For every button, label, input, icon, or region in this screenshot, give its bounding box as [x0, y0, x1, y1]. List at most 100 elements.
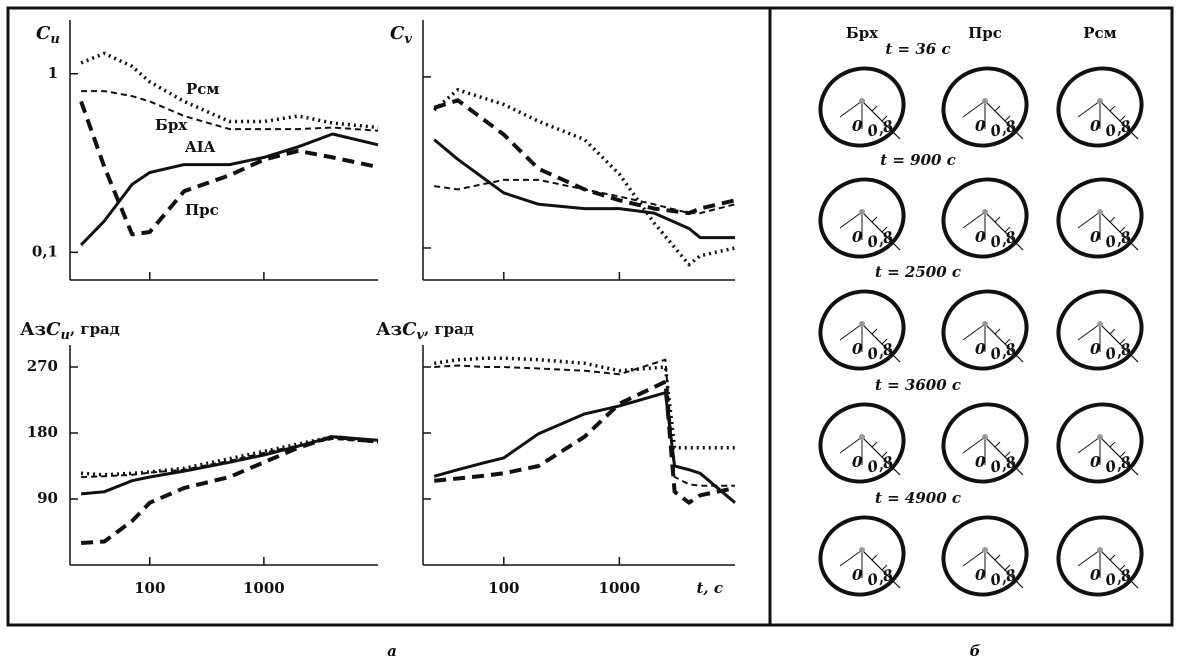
axis — [962, 323, 986, 341]
origin — [859, 209, 865, 215]
title-part: C — [46, 319, 61, 340]
title-part: C — [36, 23, 51, 44]
frame — [6, 6, 1174, 627]
axis-tick — [1004, 451, 1011, 458]
time-label: t = 3600 с — [875, 376, 961, 394]
axis-tick — [1004, 115, 1011, 122]
hodograph: 0 0,8 — [818, 177, 906, 259]
axis-tick — [1004, 564, 1011, 571]
axis-tick — [994, 105, 1001, 112]
ellipse — [818, 289, 906, 371]
axis-tick — [1109, 216, 1116, 223]
time-label: t = 36 с — [885, 40, 950, 58]
axis — [1077, 323, 1101, 341]
series-label: Прс — [185, 201, 219, 219]
hodograph: 0 0,8 — [1056, 66, 1144, 148]
axis-tick — [1129, 461, 1136, 468]
column-label: Брх — [846, 24, 879, 42]
x-tick-label: 100 — [134, 579, 165, 597]
axis-tick — [891, 574, 898, 581]
axis — [984, 211, 1024, 251]
ellipse — [1056, 66, 1144, 148]
caption: б — [970, 642, 981, 660]
axis-label: 0 — [852, 228, 863, 246]
axis — [839, 549, 863, 567]
axis-label: 0 — [852, 117, 863, 135]
hodograph: 0 0,8 — [1056, 515, 1144, 597]
axis — [861, 323, 901, 363]
axis-tick — [1004, 338, 1011, 345]
origin — [859, 434, 865, 440]
axis-label: 0,8 — [1103, 452, 1133, 476]
axis-tick — [994, 328, 1001, 335]
chart: Cu 1 0,1 AIA Рсм Брх Прс — [32, 20, 379, 281]
chart: АзCv, град 100 1000 t, с — [376, 319, 736, 597]
series-line — [433, 391, 736, 504]
axis — [962, 211, 986, 229]
series-line — [80, 434, 379, 545]
chart-title: Cv — [390, 23, 412, 47]
title-part: Аз — [20, 319, 46, 340]
ellipse — [941, 402, 1029, 484]
axis — [984, 100, 1024, 140]
axis-label: 0,8 — [1103, 339, 1133, 363]
x-tick-label: 1000 — [599, 579, 641, 597]
chart: Cv — [390, 20, 736, 281]
ellipse — [1056, 289, 1144, 371]
origin — [982, 434, 988, 440]
axis-tick — [1014, 348, 1021, 355]
axis-tick — [871, 105, 878, 112]
series-line — [433, 88, 736, 267]
axis-label: 0,8 — [1103, 227, 1133, 251]
series-line — [81, 437, 379, 478]
axis-tick — [881, 451, 888, 458]
hodograph: 0 0,8 — [941, 177, 1029, 259]
y-tick-label: 1 — [48, 64, 58, 82]
series-line — [80, 51, 379, 130]
title-part: C — [402, 319, 417, 340]
series-label: AIA — [184, 138, 216, 156]
axis — [839, 211, 863, 229]
axis — [984, 549, 1024, 589]
hodograph: 0 0,8 — [941, 402, 1029, 484]
hodograph: 0 0,8 — [941, 515, 1029, 597]
ellipse — [1056, 177, 1144, 259]
x-tick-label: 1000 — [243, 579, 285, 597]
axis-tick — [1109, 105, 1116, 112]
axis-tick — [881, 564, 888, 571]
axis-label: 0,8 — [988, 565, 1018, 589]
axis-tick — [871, 554, 878, 561]
origin — [982, 321, 988, 327]
title-part: u — [60, 328, 69, 343]
title-part: , град — [424, 320, 474, 338]
axis-label: 0 — [852, 340, 863, 358]
ellipse — [941, 515, 1029, 597]
axis — [1099, 436, 1139, 476]
axis-label: 0,8 — [1103, 565, 1133, 589]
axis-tick — [1109, 441, 1116, 448]
axis — [1099, 211, 1139, 251]
origin — [1097, 321, 1103, 327]
axis-tick — [1004, 226, 1011, 233]
axis-tick — [871, 441, 878, 448]
axis-tick — [1109, 328, 1116, 335]
axis-tick — [1129, 236, 1136, 243]
axis-label: 0,8 — [865, 339, 895, 363]
axis-tick — [891, 461, 898, 468]
origin — [982, 98, 988, 104]
time-label: t = 4900 с — [875, 489, 961, 507]
series-line — [434, 379, 736, 505]
series-line — [433, 138, 735, 240]
hodograph: 0 0,8 — [1056, 177, 1144, 259]
axis-tick — [881, 338, 888, 345]
axis-tick — [891, 348, 898, 355]
title-part: u — [50, 32, 59, 47]
axis — [861, 100, 901, 140]
axis-label: 0,8 — [988, 227, 1018, 251]
axis-label: 0 — [852, 453, 863, 471]
hodograph: 0 0,8 — [818, 515, 906, 597]
chart: АзCu, град 90 180 270 100 1000 — [20, 319, 379, 597]
axis — [1099, 100, 1139, 140]
axis — [861, 436, 901, 476]
